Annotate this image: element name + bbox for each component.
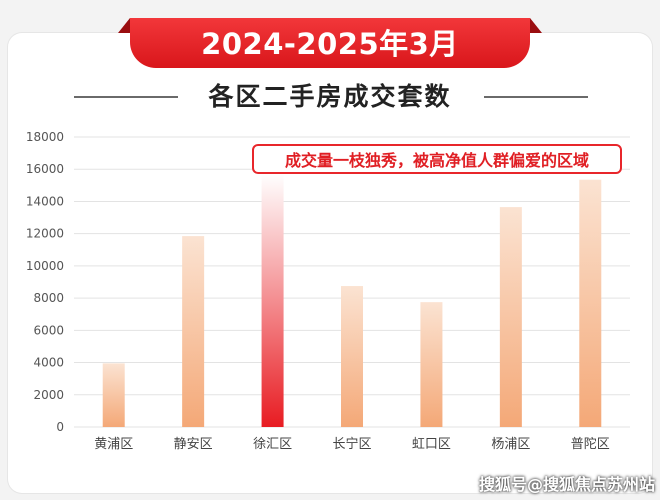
highlight-callout: 成交量一枝独秀，被高净值人群偏爱的区域 xyxy=(252,144,622,174)
x-tick-label: 杨浦区 xyxy=(491,437,530,452)
x-tick-label: 静安区 xyxy=(174,437,213,452)
bar-5 xyxy=(499,207,522,427)
bars xyxy=(102,174,602,427)
y-tick-label: 14000 xyxy=(26,194,64,208)
y-tick-label: 4000 xyxy=(33,356,64,370)
bar-4 xyxy=(420,302,443,427)
x-tick-label: 长宁区 xyxy=(332,436,371,452)
y-tick-label: 8000 xyxy=(33,291,64,305)
y-tick-label: 2000 xyxy=(33,388,64,402)
y-tick-label: 10000 xyxy=(26,259,64,273)
bar-6 xyxy=(579,179,602,427)
x-tick-label: 徐汇区 xyxy=(253,437,292,452)
y-tick-label: 16000 xyxy=(26,162,64,176)
y-axis-ticks: 0 2000 4000 6000 8000 10000 12000 14000 16000 180… xyxy=(26,130,64,434)
bar-2 xyxy=(261,174,284,427)
x-tick-label: 黄浦区 xyxy=(94,437,133,452)
banner-fold-right xyxy=(530,18,542,33)
y-tick-label: 0 xyxy=(56,420,64,434)
banner-fold-left xyxy=(118,18,130,33)
subtitle-rule-right xyxy=(484,96,588,98)
bar-3 xyxy=(341,286,363,427)
x-tick-label: 虹口区 xyxy=(412,437,451,452)
title-banner xyxy=(130,18,530,68)
bar-0 xyxy=(102,363,125,427)
watermark: 搜狐号@搜狐焦点苏州站 xyxy=(478,475,655,494)
y-tick-label: 18000 xyxy=(26,130,64,144)
x-axis-ticks: 黄浦区 静安区 徐汇区 长宁区 虹口区 杨浦区 普陀区 xyxy=(94,436,610,452)
subtitle-rule-left xyxy=(74,96,178,98)
chart-title: 各区二手房成交套数 xyxy=(208,82,452,111)
y-tick-label: 6000 xyxy=(33,323,64,337)
banner-title: 2024-2025年3月 xyxy=(201,27,459,61)
bar-1 xyxy=(182,236,205,427)
x-tick-label: 普陀区 xyxy=(571,436,610,452)
y-tick-label: 12000 xyxy=(26,227,64,241)
